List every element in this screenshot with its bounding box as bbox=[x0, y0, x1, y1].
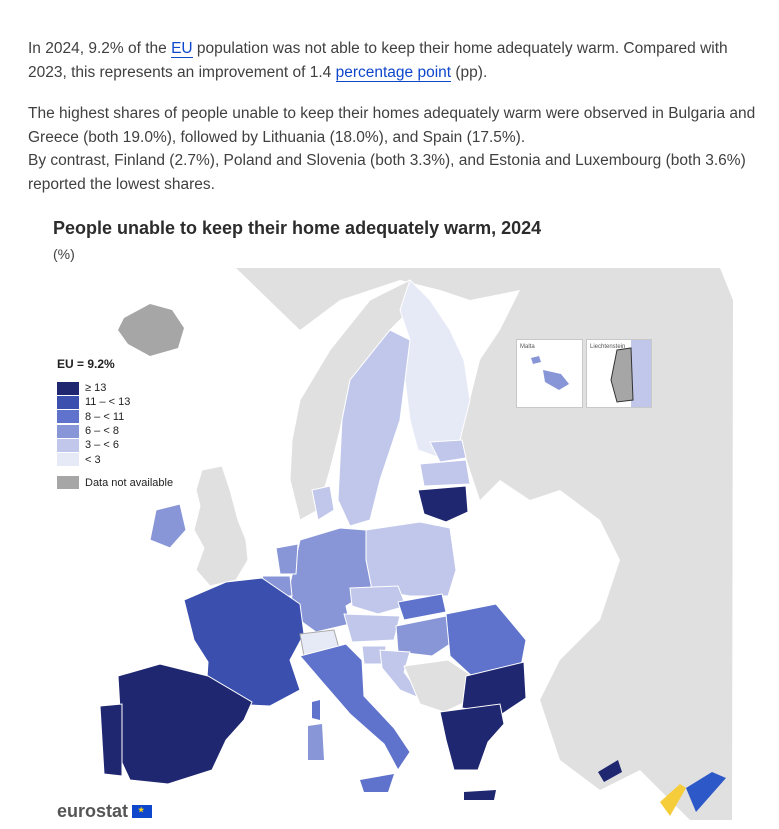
intro-paragraph-2: The highest shares of people unable to k… bbox=[28, 104, 756, 146]
liechtenstein-shape bbox=[610, 340, 651, 407]
statistics-brand-mark-icon bbox=[660, 772, 726, 816]
country-latvia bbox=[419, 459, 471, 487]
legend-item-na: Data not available bbox=[57, 476, 173, 490]
intro-text: (pp). bbox=[451, 63, 488, 81]
country-corsica bbox=[312, 700, 320, 720]
eurostat-logo: eurostat bbox=[57, 801, 153, 822]
country-iceland bbox=[118, 304, 184, 356]
legend-swatch bbox=[57, 453, 79, 467]
intro-text: In 2024, 9.2% of the bbox=[28, 39, 172, 57]
legend-item: ≥ 13 bbox=[57, 381, 173, 395]
country-netherlands bbox=[275, 543, 299, 575]
legend-item: 6 – < 8 bbox=[57, 424, 173, 438]
country-finland bbox=[399, 279, 471, 459]
legend-item: 3 – < 6 bbox=[57, 438, 173, 452]
legend-label: 8 – < 11 bbox=[85, 410, 125, 423]
country-estonia bbox=[429, 439, 467, 463]
inset-liechtenstein: Liechtenstein bbox=[586, 339, 652, 408]
country-uk bbox=[193, 465, 249, 587]
eu-flag-icon bbox=[132, 805, 153, 818]
country-portugal bbox=[99, 703, 123, 777]
country-ireland bbox=[149, 503, 187, 549]
malta-shape bbox=[531, 356, 569, 390]
country-italy bbox=[299, 643, 411, 771]
intro-paragraph-1: In 2024, 9.2% of the EU population was n… bbox=[28, 37, 758, 85]
legend-swatch bbox=[57, 395, 79, 409]
country-crete bbox=[464, 790, 496, 800]
legend-swatch bbox=[57, 410, 79, 424]
legend-swatch bbox=[57, 424, 79, 438]
country-sicily bbox=[360, 774, 394, 792]
intro-text: population was not able to keep their ho… bbox=[28, 39, 728, 81]
country-sweden bbox=[337, 329, 411, 527]
legend-label: 3 – < 6 bbox=[85, 439, 119, 452]
legend-title: EU = 9.2% bbox=[57, 357, 115, 371]
map-unit: (%) bbox=[53, 246, 75, 262]
country-greece bbox=[439, 703, 505, 771]
country-lithuania bbox=[417, 485, 469, 523]
eu-link[interactable]: EU bbox=[171, 39, 193, 58]
country-czechia bbox=[349, 585, 407, 615]
legend-item: 11 – < 13 bbox=[57, 395, 173, 409]
legend-item: < 3 bbox=[57, 452, 173, 467]
legend-label: 11 – < 13 bbox=[85, 396, 131, 409]
legend-label: < 3 bbox=[85, 453, 101, 466]
country-austria bbox=[343, 613, 401, 643]
inset-malta-label: Malta bbox=[520, 344, 535, 350]
balkans-non-eu bbox=[403, 659, 473, 713]
country-cyprus bbox=[598, 760, 622, 782]
map-legend: EU = 9.2% ≥ 13 11 – < 13 8 – < 11 6 – < … bbox=[57, 357, 173, 490]
legend-swatch bbox=[57, 438, 79, 452]
country-hungary bbox=[395, 615, 457, 657]
legend-label: 6 – < 8 bbox=[85, 425, 119, 438]
inset-liechtenstein-label: Liechtenstein bbox=[590, 344, 626, 350]
country-poland bbox=[365, 521, 457, 597]
map-title: People unable to keep their home adequat… bbox=[53, 218, 542, 238]
percentage-point-link[interactable]: percentage point bbox=[335, 63, 452, 82]
intro-paragraph-3: By contrast, Finland (2.7%), Poland and … bbox=[28, 151, 746, 193]
country-france bbox=[183, 577, 305, 707]
country-slovakia bbox=[397, 593, 447, 621]
legend-swatch-na bbox=[57, 476, 79, 490]
legend-swatch bbox=[57, 381, 79, 395]
legend-item: 8 – < 11 bbox=[57, 410, 173, 424]
legend-label: ≥ 13 bbox=[85, 382, 107, 395]
eurostat-logo-text: eurostat bbox=[57, 801, 129, 821]
legend-label-na: Data not available bbox=[85, 476, 174, 489]
inset-malta: Malta bbox=[516, 339, 583, 408]
country-denmark bbox=[311, 485, 335, 521]
country-sardinia bbox=[308, 724, 324, 760]
country-bulgaria bbox=[461, 661, 527, 715]
